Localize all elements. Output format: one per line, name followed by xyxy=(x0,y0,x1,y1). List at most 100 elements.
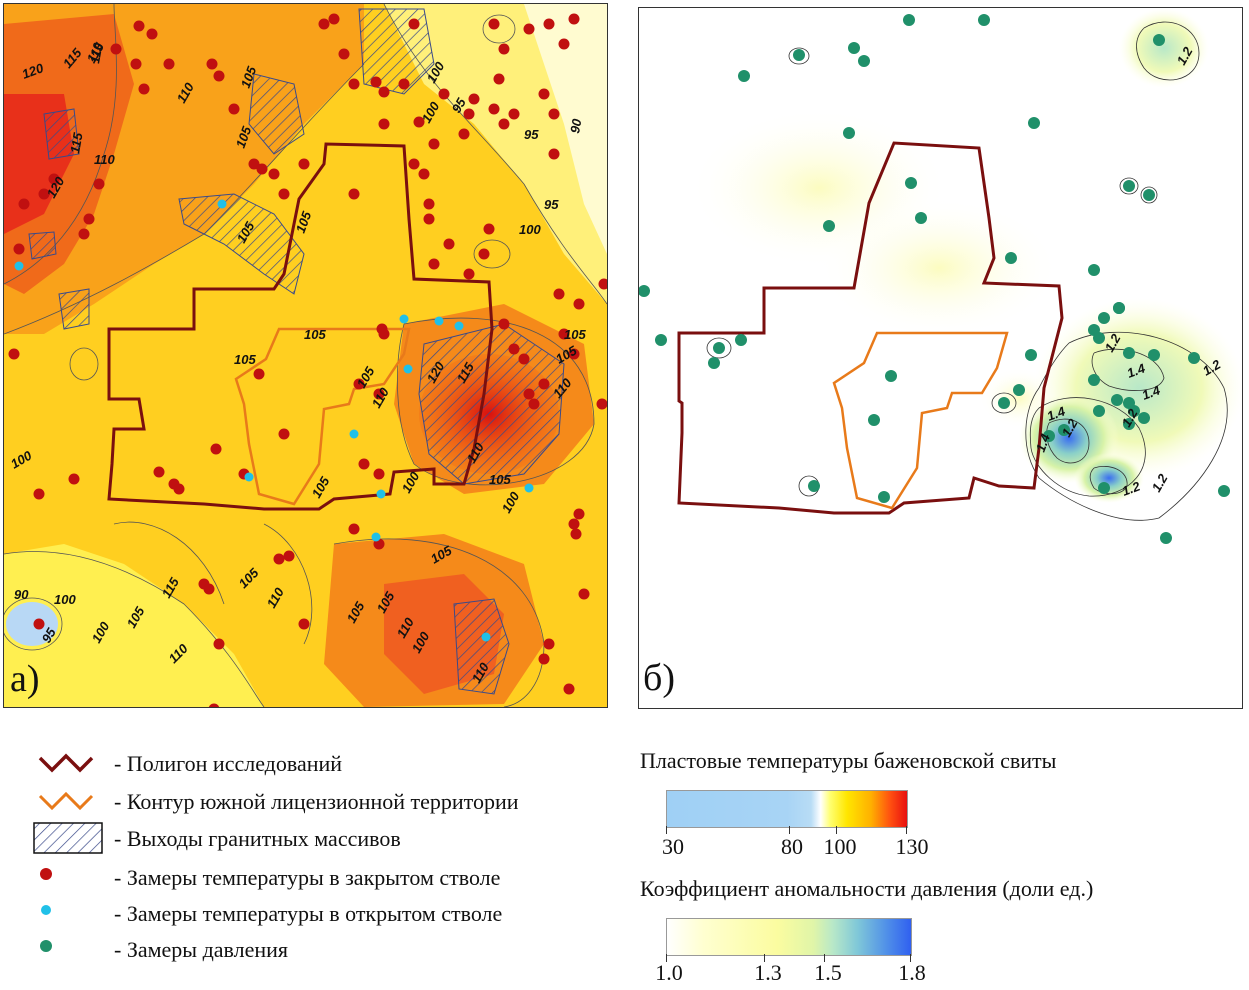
closed-well-point xyxy=(8,348,20,360)
closed-well-point xyxy=(163,58,175,70)
contour-label: 105 xyxy=(234,352,256,367)
tick xyxy=(666,954,667,962)
pressure-well-point xyxy=(843,127,855,139)
pressure-well-point xyxy=(998,397,1010,409)
pressure-well-point xyxy=(1098,482,1110,494)
open-well-point xyxy=(481,632,491,642)
pressure-well-point xyxy=(1160,532,1172,544)
contour-label: 90 xyxy=(567,117,584,135)
closed-well-point xyxy=(48,173,60,185)
pressure-well-point xyxy=(1123,397,1135,409)
open-well-point xyxy=(403,364,413,374)
temperature-tick-label: 100 xyxy=(823,834,857,859)
granite-outcrop xyxy=(28,231,57,260)
temperature-tick-label: 30 xyxy=(662,834,684,859)
pressure-well-point xyxy=(1123,418,1135,430)
closed-well-point xyxy=(408,18,420,30)
legend-label: - Замеры температуры в открытом стволе xyxy=(114,901,503,926)
closed-well-point xyxy=(68,473,80,485)
contour-label: 105 xyxy=(293,209,315,235)
pressure-scale: Коэффициент аномальности давления (доли … xyxy=(640,876,1240,988)
tick xyxy=(836,826,837,834)
closed-well-point xyxy=(348,188,360,200)
closed-well-point xyxy=(298,158,310,170)
granite-outcrop xyxy=(43,108,80,160)
closed-well-point xyxy=(413,116,425,128)
closed-well-point xyxy=(498,118,510,130)
closed-well-point xyxy=(110,43,122,55)
pressure-map: 1.21.21.21.41.41.41.21.21.41.21.2 xyxy=(639,8,1242,708)
tick xyxy=(764,954,765,962)
closed-well-point xyxy=(256,163,268,175)
temperature-scale-title: Пластовые температуры баженовской свиты xyxy=(640,748,1057,773)
contour-label: 110 xyxy=(87,41,106,65)
closed-well-point xyxy=(228,103,240,115)
license-contour xyxy=(234,327,411,506)
closed-well-point xyxy=(173,483,185,495)
pressure-well-point xyxy=(735,334,747,346)
pressure-well-point xyxy=(793,49,805,61)
contour-label: 1.2 xyxy=(1120,478,1143,499)
pressure-well-point xyxy=(1098,312,1110,324)
contour-label: 105 xyxy=(564,327,586,342)
closed-well-point xyxy=(463,108,475,120)
pressure-well-point xyxy=(1025,349,1037,361)
closed-well-point xyxy=(210,443,222,455)
license-contour-symbol xyxy=(38,791,94,811)
contour-label: 115 xyxy=(67,131,86,155)
panel-letter-b: б) xyxy=(643,657,675,699)
pressure-well-point xyxy=(978,14,990,26)
pressure-well-point xyxy=(1143,189,1155,201)
closed-well-point xyxy=(488,18,500,30)
open-well-points xyxy=(14,199,534,642)
temperature-tick-label: 130 xyxy=(895,834,929,859)
pressure-anomaly xyxy=(1074,453,1144,503)
open-well-point xyxy=(371,532,381,542)
closed-well-point xyxy=(378,86,390,98)
pressure-zone xyxy=(1119,8,1209,88)
pressure-well-point xyxy=(1123,347,1135,359)
granite-outcrops xyxy=(28,8,565,695)
closed-well-point xyxy=(298,618,310,630)
open-well-point xyxy=(349,429,359,439)
pressure-well-point xyxy=(1148,349,1160,361)
pressure-well-point xyxy=(823,220,835,232)
closed-well-point xyxy=(428,138,440,150)
pressure-well-point xyxy=(915,212,927,224)
closed-well-point xyxy=(438,88,450,100)
contour-label: 95 xyxy=(524,127,539,142)
open-well-point xyxy=(376,489,386,499)
closed-well-point xyxy=(273,553,285,565)
closed-well-point xyxy=(483,223,495,235)
contour-label: 90 xyxy=(14,587,29,602)
closed-well-point xyxy=(423,213,435,225)
closed-well-point xyxy=(598,278,607,290)
pressure-well-point xyxy=(639,285,650,297)
closed-well-point xyxy=(458,128,470,140)
closed-well-point xyxy=(543,638,555,650)
granite-outcrop xyxy=(178,193,305,295)
polygon-symbol xyxy=(38,753,94,773)
closed-well-point xyxy=(493,73,505,85)
open-well-point xyxy=(399,314,409,324)
closed-well-point xyxy=(268,168,280,180)
pale-zone xyxy=(819,198,1059,338)
pressure-well-point xyxy=(708,357,720,369)
legend-item-closed-well: - Замеры температуры в закрытом стволе xyxy=(20,862,620,892)
contour-label: 120 xyxy=(20,60,46,82)
closed-well-point xyxy=(33,618,45,630)
pressure-well-point xyxy=(1058,424,1070,436)
contour-label: 1.4 xyxy=(1125,360,1148,381)
tick xyxy=(666,826,667,834)
closed-well-point xyxy=(463,268,475,280)
legend-label: - Контур южной лицензионной территории xyxy=(114,789,519,814)
contour-label: 105 xyxy=(238,64,260,90)
pressure-tick-label: 1.8 xyxy=(898,960,926,985)
closed-well-point xyxy=(468,93,480,105)
closed-well-point xyxy=(508,108,520,120)
contour-label: 100 xyxy=(519,222,541,237)
closed-well-point xyxy=(93,178,105,190)
contour-label: 110 xyxy=(94,152,115,167)
pressure-well-point xyxy=(808,480,820,492)
closed-well-point xyxy=(563,683,575,695)
